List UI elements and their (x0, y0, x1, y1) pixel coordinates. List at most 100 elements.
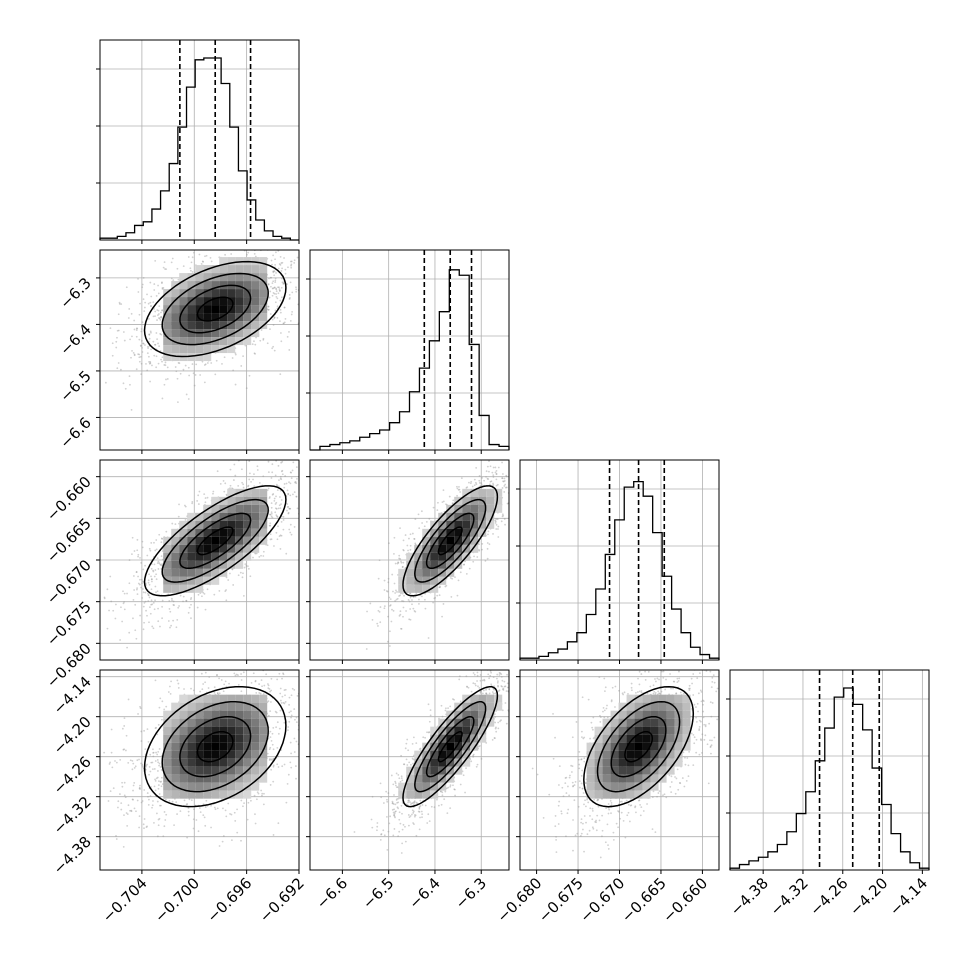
sample-point (126, 592, 128, 595)
sample-point (152, 601, 155, 604)
density-block (430, 552, 439, 561)
sample-point (273, 316, 276, 319)
sample-point (262, 555, 265, 557)
density-block (406, 576, 415, 585)
sample-point (397, 561, 400, 564)
sample-point (402, 606, 405, 609)
density-block (219, 536, 228, 545)
sample-point (213, 593, 216, 596)
sample-point (185, 393, 188, 396)
sample-point (160, 282, 163, 284)
sample-point (144, 591, 147, 594)
sample-point (262, 550, 265, 553)
sample-point (160, 564, 162, 566)
sample-point (137, 553, 140, 556)
density-block (187, 568, 196, 577)
sample-point (289, 523, 292, 526)
sample-point (267, 283, 270, 285)
sample-point (154, 343, 157, 346)
sample-point (234, 820, 237, 822)
density-block (462, 504, 471, 513)
density-block (171, 568, 180, 577)
sample-point (424, 607, 427, 610)
density-block (171, 337, 180, 346)
sample-point (148, 547, 151, 550)
sample-point (159, 625, 161, 628)
sample-point (182, 595, 185, 598)
sample-point (413, 609, 416, 612)
sample-point (207, 222, 209, 224)
density-block (227, 496, 236, 505)
sample-point (377, 577, 380, 580)
sample-point (478, 479, 481, 482)
density-block (195, 512, 204, 521)
sample-point (179, 372, 182, 375)
sample-point (288, 507, 291, 510)
sample-point (165, 268, 168, 271)
sample-point (165, 530, 168, 533)
density-block (494, 504, 503, 513)
sample-point (497, 528, 499, 530)
sample-point (284, 475, 287, 477)
sample-point (277, 464, 280, 467)
density-block (163, 536, 172, 545)
sample-point (293, 259, 296, 262)
sample-point (130, 312, 133, 315)
contour-line (179, 512, 252, 570)
sample-point (149, 606, 151, 609)
density-block (251, 273, 260, 282)
sample-point (541, 437, 543, 439)
sample-point (332, 243, 334, 245)
sample-point (281, 450, 283, 452)
sample-point (269, 313, 272, 315)
sample-point (371, 618, 374, 621)
sample-point (271, 347, 274, 350)
density-block (243, 488, 252, 497)
panel-3-0: −0.704 −0.700 −0.696 −0.692−4.38−4.32−4.26−… (50, 669, 308, 926)
density-block (251, 257, 260, 266)
sample-point (153, 541, 155, 544)
sample-point (161, 599, 164, 602)
sample-point (538, 508, 540, 510)
sample-point (280, 503, 282, 506)
sample-point (114, 617, 117, 620)
sample-point (185, 600, 188, 602)
sample-point (479, 484, 482, 487)
sample-point (500, 520, 503, 523)
sample-point (306, 284, 308, 286)
sample-point (288, 507, 291, 510)
sample-point (486, 547, 489, 550)
sample-point (290, 714, 293, 717)
y-tick-label: −0.665 (43, 514, 95, 566)
sample-point (139, 556, 141, 559)
sample-point (311, 526, 313, 528)
sample-point (504, 486, 507, 489)
sample-point (161, 563, 163, 565)
sample-point (166, 366, 169, 369)
sample-point (288, 293, 291, 296)
sample-point (142, 342, 145, 345)
sample-point (203, 493, 206, 496)
sample-point (83, 638, 85, 640)
sample-point (295, 286, 297, 289)
density-block (179, 313, 188, 322)
sample-point (139, 788, 141, 790)
sample-point (150, 348, 152, 351)
density-blocks (398, 488, 503, 593)
sample-point (424, 592, 427, 595)
sample-point (280, 247, 282, 249)
sample-point (154, 599, 156, 602)
sample-point (278, 263, 281, 265)
sample-point (400, 592, 402, 595)
sample-point (496, 518, 499, 521)
density-block (227, 329, 236, 338)
sample-point (247, 484, 250, 487)
panel-2-2 (516, 459, 720, 664)
sample-point (148, 337, 151, 340)
sample-point (157, 362, 160, 365)
sample-point (439, 585, 442, 588)
sample-point (296, 216, 298, 218)
density-block (251, 536, 260, 545)
contour-line (402, 485, 499, 597)
sample-point (312, 286, 314, 288)
